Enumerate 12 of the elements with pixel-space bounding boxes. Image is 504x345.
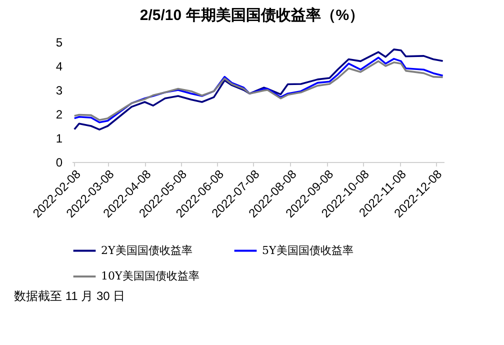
y-tick-label: 4	[56, 60, 63, 74]
y-tick-label: 3	[56, 84, 63, 98]
legend-label: 2Y美国国债收益率	[101, 244, 192, 257]
legend-label: 5Y美国国债收益率	[262, 244, 354, 257]
y-tick-label: 1	[56, 132, 63, 146]
text: 数据截至 11 月 30 日	[13, 288, 126, 305]
chart-title: 2/5/10 年期美国国债收益率（%）	[138, 6, 366, 26]
y-tick-label: 2	[56, 108, 63, 122]
y-tick-label: 0	[56, 156, 63, 170]
legend-label: 10Y美国国债收益率	[101, 270, 200, 282]
line-series	[73, 48, 444, 130]
y-tick-label: 5	[56, 36, 63, 50]
